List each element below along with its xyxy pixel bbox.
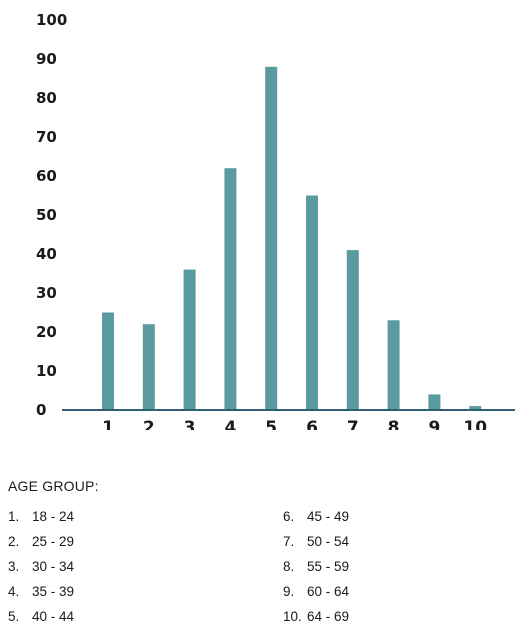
legend-item-range: 30 - 34 [32, 559, 75, 574]
legend-item: 6. 45 - 49 [283, 504, 508, 529]
x-tick-label: 7 [347, 418, 359, 430]
x-tick-label: 4 [224, 418, 236, 430]
legend-item-number: 4. [8, 584, 20, 599]
legend-item: 8. 55 - 59 [283, 554, 508, 579]
legend-item-range: 18 - 24 [32, 509, 75, 524]
legend-item-number: 10. [283, 609, 302, 624]
bar-2 [142, 324, 155, 410]
x-tick-label: 5 [265, 418, 277, 430]
bar-10 [469, 406, 482, 410]
y-axis-ticks: 0 10 20 30 40 50 60 70 80 90 100 [36, 11, 67, 419]
bar-3 [183, 269, 196, 410]
y-tick-label: 30 [36, 284, 57, 302]
bar-7 [346, 250, 359, 410]
legend-item: 3. 30 - 34 [8, 554, 283, 579]
bars [102, 66, 482, 411]
legend-item-number: 8. [283, 559, 295, 574]
legend-item: 9. 60 - 64 [283, 579, 508, 604]
bar-4 [224, 168, 237, 410]
legend-item-number: 2. [8, 534, 20, 549]
x-tick-label: 6 [306, 418, 318, 430]
y-tick-label: 50 [36, 206, 57, 224]
legend-item: 7. 50 - 54 [283, 529, 508, 554]
legend-item: 10. 64 - 69 [283, 604, 508, 629]
legend-list: 1. 18 - 24 2. 25 - 29 3. 30 - 34 4. 35 - 39 5. 40… [8, 504, 508, 629]
legend-item-number: 9. [283, 584, 295, 599]
x-axis-ticks: 1 2 3 4 5 6 7 8 9 10 [102, 418, 487, 430]
x-tick-label: 8 [388, 418, 400, 430]
legend-item: 2. 25 - 29 [8, 529, 283, 554]
legend-item: 1. 18 - 24 [8, 504, 283, 529]
bar-1 [102, 312, 114, 410]
x-tick-label: 3 [184, 418, 196, 430]
y-tick-label: 70 [36, 128, 57, 146]
bar-8 [387, 320, 400, 410]
x-tick-label: 2 [143, 418, 155, 430]
legend-item-number: 7. [283, 534, 295, 549]
legend-item-range: 55 - 59 [307, 559, 350, 574]
bar-5 [265, 66, 278, 411]
legend-item: 4. 35 - 39 [8, 579, 283, 604]
legend-item-range: 45 - 49 [307, 509, 350, 524]
legend-title: AGE GROUP: [8, 478, 99, 494]
y-tick-label: 90 [36, 50, 57, 68]
x-tick-label: 9 [428, 418, 440, 430]
age-group-legend: AGE GROUP: 1. 18 - 24 2. 25 - 29 3. 30 - 34 4.… [8, 478, 508, 629]
legend-item-number: 5. [8, 609, 20, 624]
legend-item-range: 50 - 54 [307, 534, 350, 549]
y-tick-label: 80 [36, 89, 57, 107]
legend-item-range: 60 - 64 [307, 584, 350, 599]
y-tick-label: 20 [36, 323, 57, 341]
y-tick-label: 40 [36, 245, 57, 263]
legend-item-number: 1. [8, 509, 20, 524]
y-tick-label: 0 [36, 401, 46, 419]
x-tick-label: 1 [102, 418, 114, 430]
x-tick-label: 10 [463, 418, 487, 430]
bar-chart: 0 10 20 30 40 50 60 70 80 90 100 1 2 3 4 5 6 7 8 9 10 [36, 11, 515, 430]
legend-item-range: 25 - 29 [32, 534, 75, 549]
legend-item-number: 3. [8, 559, 20, 574]
legend-item-range: 35 - 39 [32, 584, 75, 599]
legend-item-range: 64 - 69 [307, 609, 350, 624]
legend-item-number: 6. [283, 509, 295, 524]
y-tick-label: 10 [36, 362, 57, 380]
bar-9 [428, 394, 441, 410]
y-tick-label: 60 [36, 167, 57, 185]
y-tick-label: 100 [36, 11, 67, 29]
legend-item-range: 40 - 44 [32, 609, 75, 624]
legend-item: 5. 40 - 44 [8, 604, 283, 629]
bar-6 [306, 195, 318, 410]
